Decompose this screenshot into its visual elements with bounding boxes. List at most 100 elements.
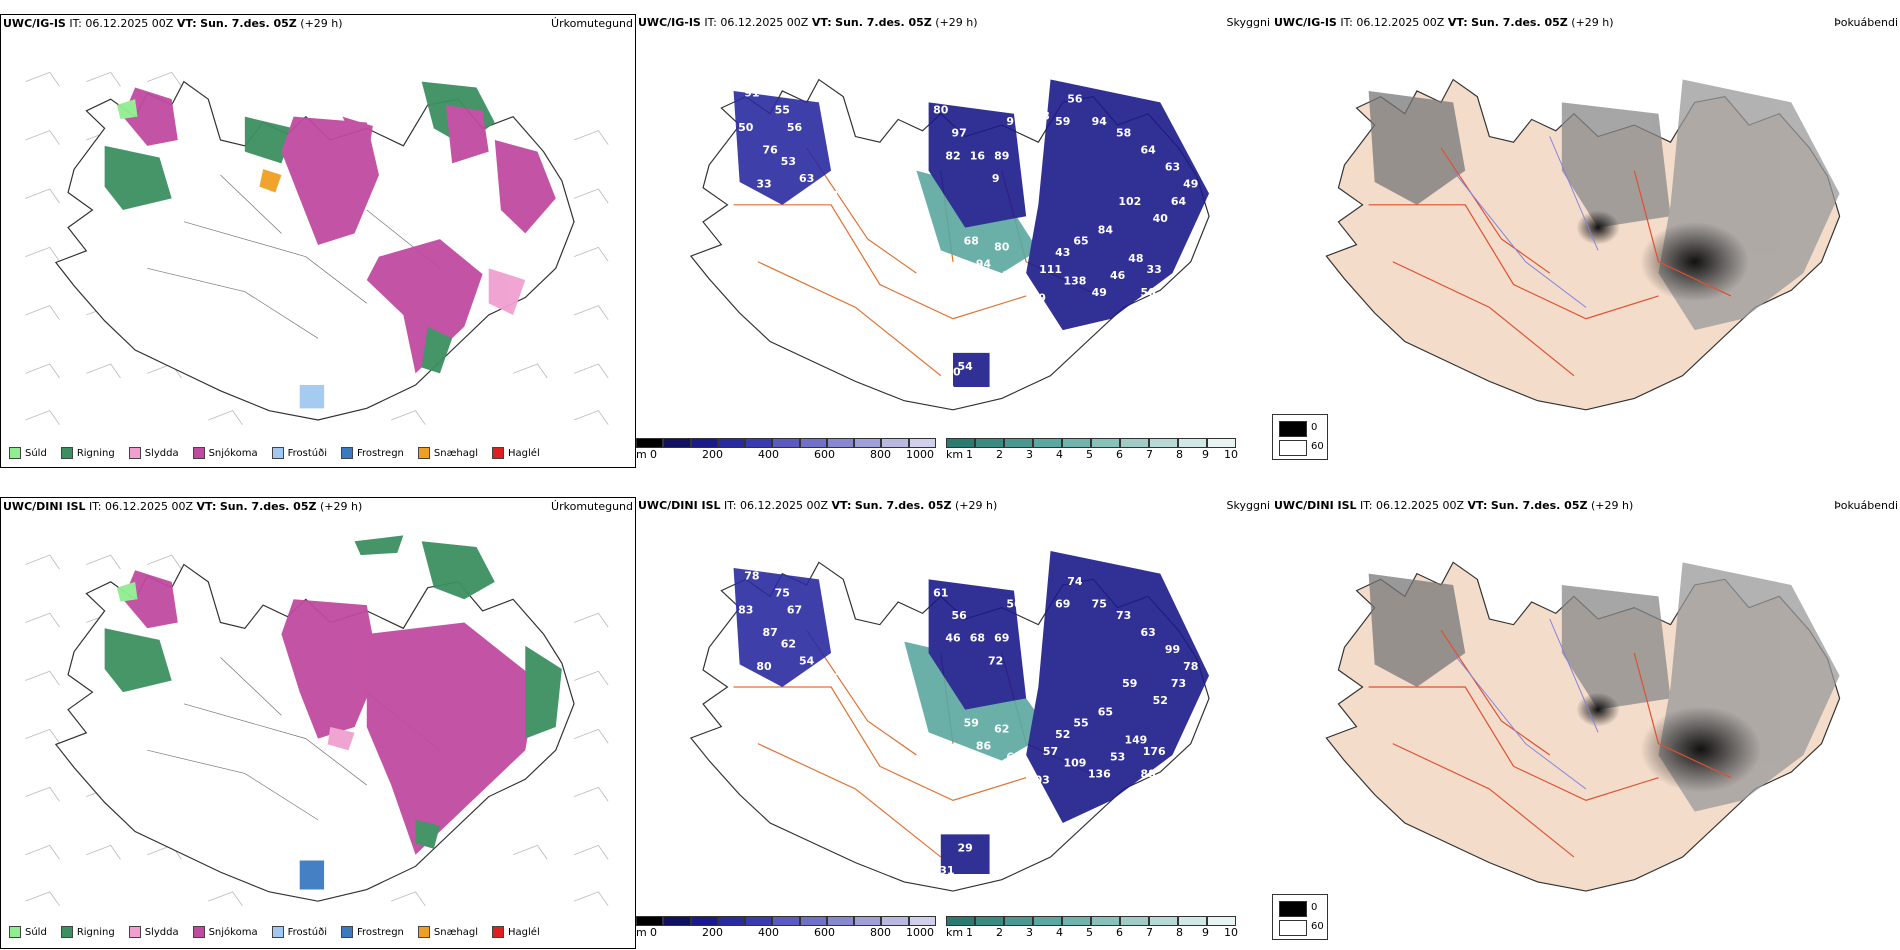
cloud-height-label: 62 <box>994 724 1009 736</box>
cloud-height-label: 61 <box>933 588 948 600</box>
tick: 8 <box>1176 926 1183 939</box>
cloud-height-label: 48 <box>1128 252 1143 265</box>
cloud-height-label: 40 <box>945 366 960 379</box>
fog-panel-1: UWC/IG-IS IT: 06.12.2025 00Z VT: Sun. 7.… <box>1272 14 1900 466</box>
cloud-height-label: 87 <box>762 627 777 639</box>
cloud-height-label: 91 <box>744 87 759 100</box>
cloud-height-label: 59 <box>1122 678 1137 690</box>
tick: 600 <box>814 448 835 461</box>
cloud-height-label: 111 <box>1039 264 1062 277</box>
cloud-height-label: 176 <box>1143 746 1166 758</box>
cloud-height-label: 91 <box>1006 115 1021 128</box>
cloud-height-label: 56 <box>1067 93 1082 106</box>
cloud-height-label: 49 <box>1183 178 1198 191</box>
vis-unit: km <box>946 448 964 461</box>
colorbar-segment <box>772 438 800 448</box>
cloud-height-label: 68 <box>964 235 979 248</box>
panel-type-label: Þokuábendi <box>1834 16 1898 29</box>
cloud-height-label: 53 <box>1110 752 1125 764</box>
colorbar-segment <box>663 438 691 448</box>
colorbar-segment <box>1207 916 1236 926</box>
colorbar-segment <box>636 438 664 448</box>
legend-item: Snæhagl <box>417 926 478 938</box>
colorbar-segment <box>717 916 746 926</box>
tick: 1 <box>966 926 973 939</box>
legend-item: Rigning <box>60 926 115 938</box>
precip-type-panel-1: UWC/IG-IS IT: 06.12.2025 00Z VT: Sun. 7.… <box>0 14 636 468</box>
cloud-height-label: 58 <box>1116 127 1131 140</box>
cloud-height-label: 50 <box>1140 286 1155 299</box>
tick: 9 <box>1202 448 1209 461</box>
tick: 400 <box>758 448 779 461</box>
cloud-height-label: 16 <box>970 150 985 163</box>
cloud-height-label: 40 <box>1153 212 1168 225</box>
tick: 10 <box>1224 926 1238 939</box>
cloud-height-label: 57 <box>933 820 948 832</box>
fog-panel-2: UWC/DINI ISL IT: 06.12.2025 00Z VT: Sun.… <box>1272 497 1900 947</box>
panel-type-label: Úrkomutegund <box>551 17 633 30</box>
colorbar-segment <box>1004 438 1033 448</box>
colorbar-segment <box>946 916 975 926</box>
height-colorbar: m 0 200 400 600 800 1000 <box>636 438 946 468</box>
legend-item: Snjókoma <box>192 926 258 938</box>
cloud-height-label: 24 <box>823 189 838 202</box>
panel-title: UWC/DINI ISL IT: 06.12.2025 00Z VT: Sun.… <box>638 499 998 512</box>
cloud-height-label: 80 <box>756 661 771 673</box>
tick: 7 <box>1146 926 1153 939</box>
panel-title: UWC/IG-IS IT: 06.12.2025 00Z VT: Sun. 7.… <box>3 17 343 30</box>
fog-label: 0 <box>1311 422 1318 433</box>
cloud-height-label: 73 <box>1116 610 1131 622</box>
colorbar-segment <box>1149 916 1178 926</box>
cloud-height-label: 57 <box>1043 746 1058 758</box>
legend-item: Frostregn <box>341 447 404 459</box>
tick: 5 <box>1086 926 1093 939</box>
fog-swatch-60 <box>1279 920 1307 936</box>
cloud-height-label: 94 <box>976 258 991 271</box>
colorbar-segment <box>799 916 827 926</box>
fog-label: 0 <box>1311 902 1318 913</box>
legend-item: Rigning <box>60 447 115 459</box>
legend-item: Frostúði <box>271 926 327 938</box>
height-colorbar: m 0 200 400 600 800 1000 <box>636 916 946 946</box>
cloud-height-label: 65 <box>1098 707 1113 719</box>
tick: 200 <box>702 448 723 461</box>
tick: 10 <box>1224 448 1238 461</box>
swatch <box>9 926 21 938</box>
swatch <box>417 447 430 459</box>
swatch <box>128 926 141 938</box>
cloud-height-label: 65 <box>1073 235 1088 248</box>
cloud-height-label: 49 <box>1092 286 1107 299</box>
cloud-height-label: 75 <box>1092 599 1107 611</box>
colorbar-segment <box>1033 438 1062 448</box>
tick: 0 <box>650 926 657 939</box>
cloud-height-label: 43 <box>1055 246 1070 259</box>
colorbar-segment <box>1120 916 1149 926</box>
swatch <box>60 926 73 938</box>
cloud-height-label: 55 <box>775 104 790 117</box>
panel-type-label: Úrkomutegund <box>551 500 633 513</box>
cloud-height-label: 59 <box>1031 292 1046 305</box>
tick: 9 <box>1202 926 1209 939</box>
legend-item: Slydda <box>128 447 179 459</box>
fog-label: 60 <box>1311 921 1324 932</box>
swatch <box>341 447 353 459</box>
cloud-height-label: 46 <box>1110 269 1125 282</box>
tick: 2 <box>996 926 1003 939</box>
panel-type-label: Skyggni <box>1226 499 1270 512</box>
panel-title: UWC/DINI ISL IT: 06.12.2025 00Z VT: Sun.… <box>3 500 363 513</box>
cloud-height-label: 94 <box>1092 115 1107 128</box>
swatch <box>192 926 205 938</box>
tick: 800 <box>870 448 891 461</box>
legend-item: Súld <box>9 926 47 938</box>
cloud-height-label: 63 <box>1165 161 1180 174</box>
visibility-colorbar: km 1 2 3 4 5 6 7 8 9 10 <box>946 916 1246 946</box>
panel-type-label: Þokuábendi <box>1834 499 1898 512</box>
cloud-height-label: 63 <box>799 172 814 185</box>
colorbar-segment <box>854 916 882 926</box>
swatch <box>417 926 430 938</box>
cloud-height-label: 73 <box>1171 678 1186 690</box>
legend-item: Haglél <box>492 926 540 938</box>
panel-title: UWC/IG-IS IT: 06.12.2025 00Z VT: Sun. 7.… <box>1274 16 1614 29</box>
